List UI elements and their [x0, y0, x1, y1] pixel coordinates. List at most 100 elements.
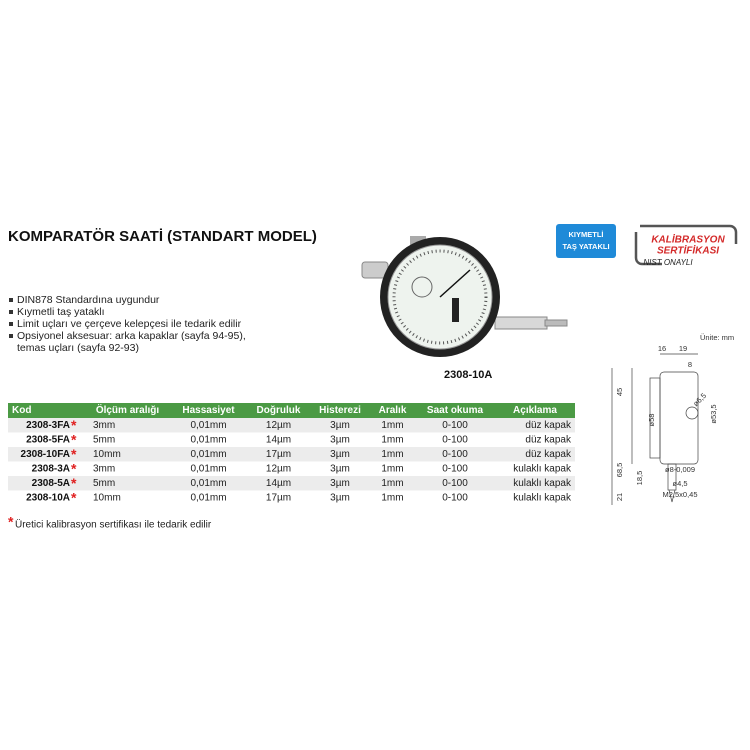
table-row-bg [8, 461, 575, 476]
dimension-label: ø53,5 [709, 404, 718, 423]
table-cell: düz kapak [525, 434, 572, 445]
table-cell: 0-100 [442, 478, 468, 489]
table-cell: 1mm [381, 478, 403, 489]
product-image: 2308-10A [361, 236, 568, 381]
dimension-label: 8 [688, 360, 692, 369]
dimension-label: ø4,5 [672, 479, 687, 488]
feature: Limit uçları ve çerçeve kelepçesi ile te… [17, 318, 242, 330]
badge-text: KIYMETLİ [569, 230, 604, 239]
dimension-label: 18,5 [635, 471, 644, 486]
dial-scale [392, 249, 488, 345]
table-cell: 14µm [266, 478, 291, 489]
table-cell: 10mm [93, 449, 121, 460]
feature-list: DIN878 Standardına uygundur Kıymetli taş… [9, 294, 246, 354]
needle [439, 269, 471, 298]
spec-table: Kod Ölçüm aralığı Hassasiyet Doğruluk Hister… [8, 403, 575, 531]
table-cell: 1mm [381, 420, 403, 431]
dimension-label: M2,5x0,45 [662, 490, 697, 499]
table-cell: 3µm [330, 449, 350, 460]
table-row-bg [8, 476, 575, 491]
table-cell: 5mm [93, 434, 115, 445]
stem [494, 316, 548, 330]
feature: DIN878 Standardına uygundur [17, 294, 160, 306]
star-mark: * [71, 446, 77, 462]
table-cell: 1mm [381, 434, 403, 445]
table-cell: 1mm [381, 463, 403, 474]
table-cell: 0-100 [442, 434, 468, 445]
dimension-label: ø6,5 [691, 391, 708, 408]
table-cell: 0-100 [442, 492, 468, 503]
table-cell: 12µm [266, 463, 291, 474]
unit-label: Ünite: mm [700, 333, 734, 342]
footnote-star: * [8, 514, 14, 530]
table-cell: 10mm [93, 492, 121, 503]
bullet [9, 298, 13, 302]
table-cell: 3µm [330, 434, 350, 445]
table-cell: 3µm [330, 478, 350, 489]
table-cell: 3µm [330, 463, 350, 474]
table-cell: 0,01mm [190, 420, 226, 431]
badge-text: KALİBRASYON [651, 233, 725, 246]
spindle [544, 319, 568, 327]
feature: Kıymetli taş yataklı [17, 306, 105, 318]
table-cell: 1mm [381, 449, 403, 460]
gem-badge: KIYMETLİ TAŞ YATAKLI [556, 224, 616, 258]
dimension-label: ø8-0,009 [665, 465, 695, 474]
product-code: 2308-3FA [26, 420, 70, 431]
badge-frame [634, 224, 738, 266]
title: KOMPARATÖR SAATİ (STANDART MODEL) [8, 228, 317, 245]
badge-bg [556, 224, 616, 258]
outline [659, 371, 699, 465]
feature: Opsiyonel aksesuar: arka kapaklar (sayfa… [17, 330, 246, 342]
table-cell: 0,01mm [190, 463, 226, 474]
feature: temas uçları (sayfa 92-93) [17, 342, 139, 354]
bullet [9, 334, 13, 338]
table-cell: düz kapak [525, 420, 572, 431]
product-code: 2308-5FA [26, 434, 70, 445]
table-row-bg [8, 447, 575, 462]
table-cell: 12µm [266, 420, 291, 431]
table-cell: kulaklı kapak [513, 478, 572, 489]
table-header-bg [8, 403, 575, 418]
table-cell: 17µm [266, 449, 291, 460]
column-header: Ölçüm aralığı [96, 403, 160, 416]
bullet [9, 322, 13, 326]
table-cell: 0,01mm [190, 449, 226, 460]
column-header: Hassasiyet [182, 405, 235, 416]
star-mark: * [71, 489, 77, 505]
badge-text: TAŞ YATAKLI [562, 242, 609, 251]
table-row-bg [8, 418, 575, 433]
star-mark: * [71, 431, 77, 447]
column-header: Doğruluk [257, 405, 301, 416]
outline [667, 463, 677, 491]
table-cell: 1mm [381, 492, 403, 503]
dimension-label: 21 [615, 493, 624, 501]
table-cell: 0-100 [442, 420, 468, 431]
table-cell: 0-100 [442, 449, 468, 460]
product-code: 2308-10FA [21, 449, 70, 460]
star-mark: * [71, 417, 77, 433]
table-row-bg [8, 432, 575, 447]
product-code: 2308-10A [26, 492, 70, 503]
table-cell: 14µm [266, 434, 291, 445]
table-cell: 3mm [93, 420, 115, 431]
outline [668, 489, 676, 503]
table-cell: 5mm [93, 478, 115, 489]
dimension-label: 45 [615, 388, 624, 396]
bullet [9, 310, 13, 314]
table-cell: 0,01mm [190, 492, 226, 503]
column-header: Histerezi [319, 405, 361, 416]
product-code: 2308-5A [32, 478, 70, 489]
table-cell: 17µm [266, 492, 291, 503]
table-cell: 0,01mm [190, 478, 226, 489]
column-header: Açıklama [513, 405, 557, 416]
column-header: Saat okuma [427, 405, 484, 416]
table-cell: 0,01mm [190, 434, 226, 445]
column-header: Kod [12, 405, 31, 416]
dimension-label: ø58 [647, 414, 656, 427]
table-cell: 3mm [93, 463, 115, 474]
table-cell: kulaklı kapak [513, 492, 572, 503]
table-cell: 3µm [330, 420, 350, 431]
sub-dial [411, 276, 433, 298]
